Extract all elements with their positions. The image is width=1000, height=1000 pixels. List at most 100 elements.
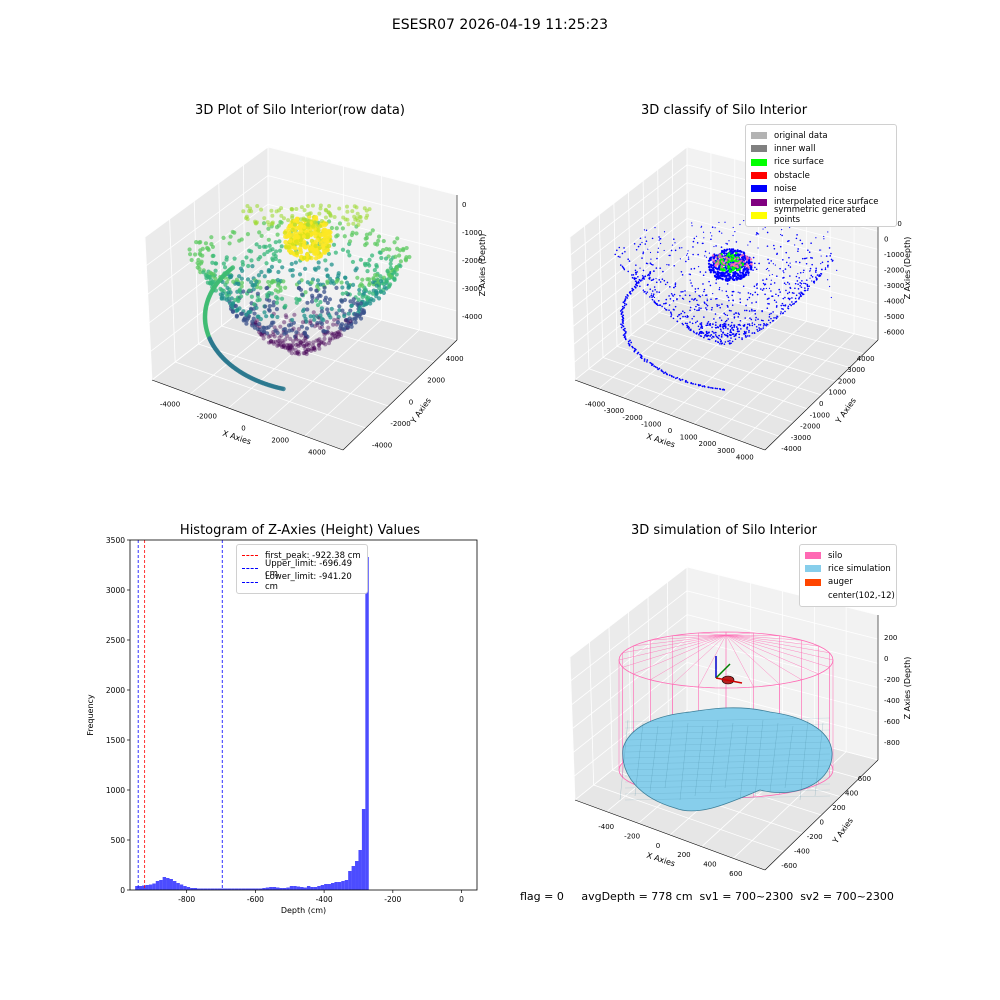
data-point (223, 282, 228, 287)
noise-point (708, 338, 711, 341)
noise-point (788, 239, 790, 242)
noise-point (616, 249, 618, 252)
data-point (257, 244, 262, 250)
noise-point (654, 301, 656, 304)
obstacle-point (718, 255, 721, 259)
data-point (346, 222, 351, 227)
noise-point (674, 242, 676, 244)
data-point (249, 280, 254, 285)
noise-point (696, 320, 699, 323)
data-point (230, 309, 236, 314)
noise-point (711, 330, 714, 333)
noise-point (726, 332, 729, 335)
noise-point (739, 250, 741, 252)
noise-point (646, 360, 648, 363)
noise-point (647, 274, 649, 277)
data-point (309, 231, 314, 237)
data-point (342, 327, 347, 332)
noise-point (658, 304, 661, 306)
data-point (262, 252, 267, 257)
noise-point (702, 274, 705, 277)
noise-point (805, 257, 807, 260)
noise-point (663, 372, 665, 374)
noise-point (703, 288, 706, 291)
grid-line (267, 175, 458, 225)
data-point (270, 256, 275, 261)
data-point (309, 346, 314, 351)
noise-point (718, 304, 720, 307)
data-point (374, 283, 379, 288)
data-point (360, 283, 365, 288)
noise-point (743, 332, 745, 335)
noise-point (688, 273, 690, 275)
data-point (264, 314, 269, 319)
x-tick-label: 0 (656, 842, 660, 850)
noise-point (827, 279, 829, 281)
silo-roof-wire (725, 634, 819, 675)
noise-point (731, 290, 734, 293)
data-point (334, 331, 340, 337)
noise-point (793, 302, 795, 305)
data-point (240, 311, 245, 316)
silo-roof-wire (698, 632, 727, 636)
noise-point (690, 328, 692, 331)
data-point (364, 208, 369, 213)
rice-surface-point (720, 253, 723, 256)
noise-point (748, 331, 750, 333)
noise-point (739, 275, 742, 279)
data-point (211, 253, 216, 258)
grid-line (175, 361, 366, 429)
data-point (301, 224, 307, 230)
silo-roof-wire (622, 634, 727, 668)
data-point (388, 261, 393, 267)
noise-point (724, 249, 728, 252)
x-tick-label: 0 (241, 425, 245, 433)
noise-point (782, 277, 784, 279)
data-point (294, 300, 299, 305)
noise-point (695, 332, 698, 335)
noise-point (787, 264, 790, 267)
noise-point (706, 324, 709, 327)
histogram-bar (245, 888, 249, 890)
noise-point (671, 244, 674, 246)
noise-point (762, 282, 765, 285)
y-axis-label: Y Axies (833, 396, 858, 426)
noise-point (731, 327, 733, 330)
noise-point (768, 313, 771, 316)
noise-point (795, 300, 797, 303)
noise-point (750, 268, 753, 271)
histogram-bar (365, 557, 369, 890)
data-point (193, 252, 198, 257)
simulation-plot-title: 3D simulation of Silo Interior (631, 523, 817, 538)
data-point (310, 343, 316, 348)
noise-point (698, 307, 700, 309)
data-point (276, 342, 281, 347)
noise-point (699, 295, 702, 298)
rice-surface-point (730, 254, 733, 257)
noise-point (800, 282, 803, 285)
data-point (314, 288, 319, 293)
grid-line (266, 319, 382, 423)
noise-point (800, 291, 802, 293)
noise-point (732, 290, 735, 293)
noise-point (725, 319, 728, 322)
noise-point (642, 252, 644, 255)
histogram-bar (138, 886, 143, 890)
noise-point (700, 322, 703, 324)
noise-point (689, 309, 691, 312)
rice-mesh-line (624, 795, 831, 801)
noise-point (663, 279, 666, 282)
noise-point (711, 323, 714, 325)
data-point (303, 347, 308, 352)
noise-point (674, 249, 677, 252)
data-point (268, 340, 273, 345)
noise-point (671, 375, 673, 378)
data-point (295, 351, 300, 356)
noise-point (755, 234, 757, 236)
x-tick-label: -1000 (641, 420, 661, 428)
data-point (238, 294, 244, 299)
obstacle-point (714, 256, 718, 259)
noise-point (637, 245, 640, 248)
data-point (277, 338, 282, 344)
noise-point (734, 312, 737, 314)
